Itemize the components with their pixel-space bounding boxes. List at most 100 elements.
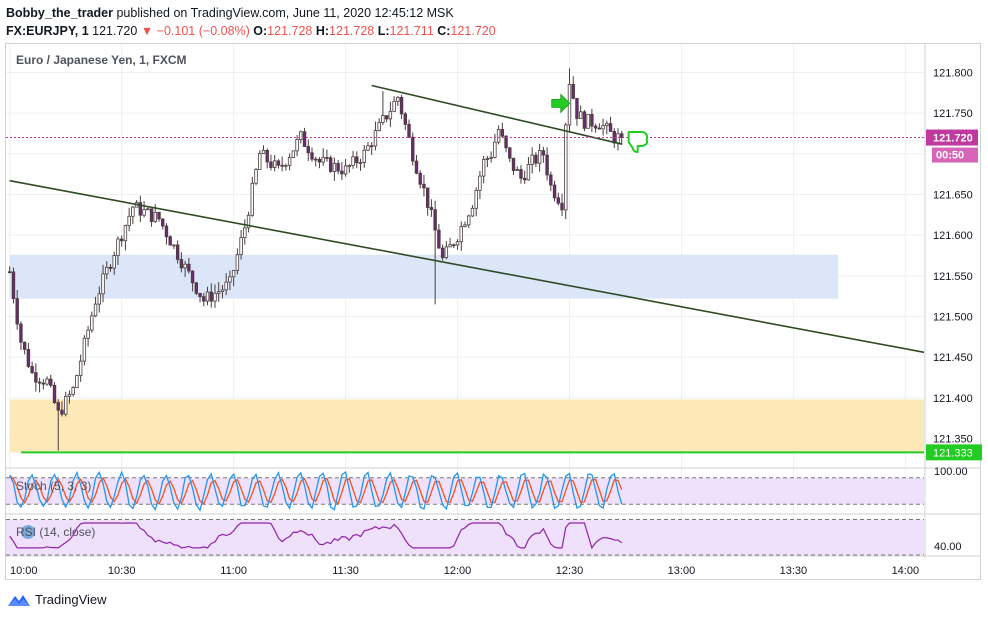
candle-body (608, 123, 613, 132)
candle-body (291, 150, 296, 158)
open-label: O: (253, 24, 268, 38)
rsi-band (6, 519, 924, 555)
rsi-settings-icon (21, 525, 35, 539)
candle-body (578, 111, 583, 119)
candle-body (101, 273, 105, 295)
high-label: H: (315, 24, 330, 38)
candle-body (362, 149, 366, 163)
candle-body (463, 224, 467, 227)
candle-body (231, 270, 236, 278)
candle-body (261, 149, 266, 154)
short-trendline (371, 84, 622, 145)
ohlc-line: FX:EURJPY, 1 121.720 ▼ −0.101 (−0.08%) O… (6, 22, 496, 40)
brand-name[interactable]: TradingView (35, 592, 107, 607)
candle-body (549, 174, 553, 186)
open-value: 121.728 (267, 24, 313, 38)
candle-body (127, 215, 131, 226)
candle-body (586, 113, 590, 129)
candle-body (370, 145, 374, 148)
candle-body (164, 225, 169, 238)
candle-body (500, 129, 505, 137)
candle-body (8, 271, 12, 274)
candle-body (526, 164, 531, 181)
candle-body (433, 209, 437, 231)
price-tick-label: 121.750 (933, 108, 973, 120)
candle-body (351, 156, 355, 166)
candle-body (224, 281, 228, 291)
candle-body (343, 165, 348, 175)
candle-body (440, 247, 445, 259)
candle-body (306, 146, 310, 154)
candle-body (332, 162, 337, 172)
time-tick-label: 11:00 (220, 565, 247, 577)
time-tick-label: 13:00 (668, 565, 696, 577)
candle-body (496, 129, 501, 143)
candle-body (269, 161, 273, 168)
candle-body (15, 298, 19, 325)
candle-body (481, 159, 486, 177)
last-price-tag-label: 121.720 (933, 133, 973, 145)
candle-body (60, 409, 64, 415)
candle-body (254, 169, 258, 184)
candle-body (470, 207, 475, 217)
close-label: C: (437, 24, 451, 38)
published-text: published on TradingView.com, June 11, 2… (116, 6, 454, 20)
candle-body (452, 244, 456, 247)
candle-body (504, 135, 508, 149)
candle-body (314, 158, 318, 161)
candle-body (71, 387, 75, 395)
candle-body (519, 169, 523, 179)
candle-body (198, 292, 202, 298)
candle-body (530, 154, 534, 165)
candle-body (541, 150, 546, 156)
price-tick-label: 121.500 (933, 312, 973, 324)
candle-body (489, 156, 493, 159)
candle-body (123, 225, 128, 242)
time-tick-label: 12:00 (444, 565, 472, 577)
candle-body (325, 157, 329, 159)
time-tick-label: 10:00 (10, 565, 38, 577)
stoch-tick-label: 100.00 (934, 466, 968, 478)
candle-body (437, 229, 441, 249)
symbol-label: FX:EURJPY, 1 (6, 24, 89, 38)
resistance-zone (9, 254, 839, 299)
candle-body (302, 131, 307, 147)
price-tick-label: 121.800 (933, 67, 973, 79)
candle-body (593, 125, 598, 129)
candle-body (202, 296, 206, 302)
tradingview-logo-icon (8, 594, 30, 606)
price-tick-label: 121.350 (933, 434, 973, 446)
candle-body (418, 172, 422, 185)
candle-body (45, 378, 49, 385)
candle-body (366, 145, 370, 151)
candle-body (175, 244, 180, 260)
candle-body (34, 372, 38, 383)
candle-body (265, 149, 269, 163)
countdown-label: 00:50 (936, 150, 964, 162)
long-trendline (9, 179, 925, 354)
candle-body (336, 162, 340, 172)
candle-body (407, 123, 411, 138)
price-tick-label: 121.600 (933, 230, 973, 242)
candle-body (22, 341, 27, 350)
candle-body (459, 226, 463, 243)
candle-body (131, 206, 135, 217)
candle-body (138, 202, 143, 216)
rsi-title: RSI (14, close) (16, 525, 95, 539)
candle-body (571, 84, 575, 99)
entry-arrow-icon (551, 93, 571, 114)
support-price-label: 121.333 (933, 447, 973, 459)
candle-body (78, 360, 83, 376)
time-tick-label: 13:30 (780, 565, 808, 577)
author-name[interactable]: Bobby_the_trader (6, 6, 113, 20)
candle-body (388, 110, 393, 120)
candle-body (381, 115, 385, 123)
support-price-tag (926, 444, 982, 461)
candle-body (467, 215, 471, 226)
candle-body (19, 323, 23, 343)
candle-body (194, 282, 199, 294)
stoch-title: Stoch (5, 3, 3) (16, 479, 91, 493)
chart-header: Bobby_the_trader published on TradingVie… (6, 4, 496, 40)
candle-body (590, 113, 594, 127)
